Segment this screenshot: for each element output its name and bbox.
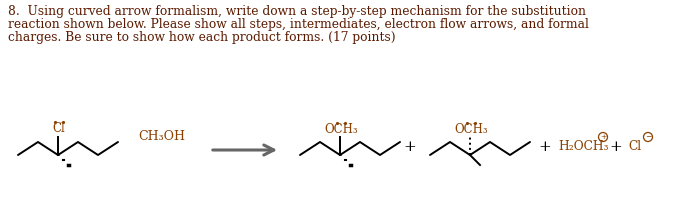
Text: +: + <box>539 140 552 154</box>
Text: Cl: Cl <box>53 122 66 135</box>
Text: −: − <box>645 133 651 141</box>
Text: OCH₃: OCH₃ <box>454 123 488 136</box>
Text: reaction shown below. Please show all steps, intermediates, electron flow arrows: reaction shown below. Please show all st… <box>8 18 589 31</box>
Text: 8.  Using curved arrow formalism, write down a step-by-step mechanism for the su: 8. Using curved arrow formalism, write d… <box>8 5 586 18</box>
Text: +: + <box>404 140 416 154</box>
Text: OCH₃: OCH₃ <box>324 123 358 136</box>
Text: charges. Be sure to show how each product forms. (17 points): charges. Be sure to show how each produc… <box>8 31 395 44</box>
Text: Cl: Cl <box>628 140 641 154</box>
Text: +: + <box>600 133 606 141</box>
Text: H₂OCH₃: H₂OCH₃ <box>558 140 608 154</box>
Text: +: + <box>610 140 623 154</box>
Text: CH₃OH: CH₃OH <box>139 131 185 143</box>
